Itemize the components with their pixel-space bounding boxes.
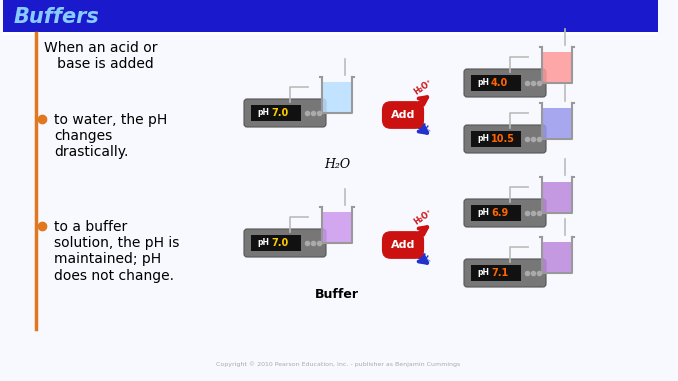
Text: Copyright © 2010 Pearson Education, Inc. - publisher as Benjamin Cummings: Copyright © 2010 Pearson Education, Inc.… <box>216 361 460 367</box>
Text: to a buffer
solution, the pH is
maintained; pH
does not change.: to a buffer solution, the pH is maintain… <box>54 220 180 283</box>
Bar <box>543 108 571 138</box>
Bar <box>323 82 351 112</box>
Text: pH: pH <box>477 268 489 277</box>
Text: H₂O⁺: H₂O⁺ <box>412 78 434 97</box>
FancyBboxPatch shape <box>251 105 301 121</box>
FancyBboxPatch shape <box>244 229 326 257</box>
Text: 7.1: 7.1 <box>491 267 508 277</box>
FancyBboxPatch shape <box>3 0 658 32</box>
FancyBboxPatch shape <box>244 99 326 127</box>
Text: to water, the pH
changes
drastically.: to water, the pH changes drastically. <box>54 113 167 159</box>
Bar <box>543 52 571 82</box>
Text: 7.0: 7.0 <box>271 107 288 117</box>
Bar <box>543 242 571 272</box>
Text: H₂O: H₂O <box>324 158 350 171</box>
Text: pH: pH <box>477 134 489 143</box>
Text: OH⁻: OH⁻ <box>414 249 433 266</box>
FancyBboxPatch shape <box>464 199 546 227</box>
FancyBboxPatch shape <box>471 265 521 281</box>
Text: pH: pH <box>257 238 269 247</box>
Text: 6.9: 6.9 <box>491 208 508 218</box>
FancyBboxPatch shape <box>464 259 546 287</box>
FancyBboxPatch shape <box>471 75 521 91</box>
FancyBboxPatch shape <box>464 125 546 153</box>
FancyBboxPatch shape <box>464 69 546 97</box>
Text: Buffer: Buffer <box>315 288 359 301</box>
Text: When an acid or
   base is added: When an acid or base is added <box>44 41 157 71</box>
Text: Buffers: Buffers <box>14 7 100 27</box>
Bar <box>323 212 351 242</box>
Text: pH: pH <box>477 78 489 87</box>
Text: 7.0: 7.0 <box>271 237 288 248</box>
Text: pH: pH <box>257 108 269 117</box>
Text: 10.5: 10.5 <box>491 133 515 144</box>
Text: Add: Add <box>391 240 415 250</box>
Bar <box>543 182 571 212</box>
Text: OH⁻: OH⁻ <box>414 119 433 136</box>
FancyBboxPatch shape <box>471 131 521 147</box>
Text: 4.0: 4.0 <box>491 77 508 88</box>
Text: H₂O⁺: H₂O⁺ <box>412 208 434 227</box>
Text: pH: pH <box>477 208 489 217</box>
FancyBboxPatch shape <box>251 235 301 251</box>
FancyBboxPatch shape <box>471 205 521 221</box>
Text: Add: Add <box>391 110 415 120</box>
